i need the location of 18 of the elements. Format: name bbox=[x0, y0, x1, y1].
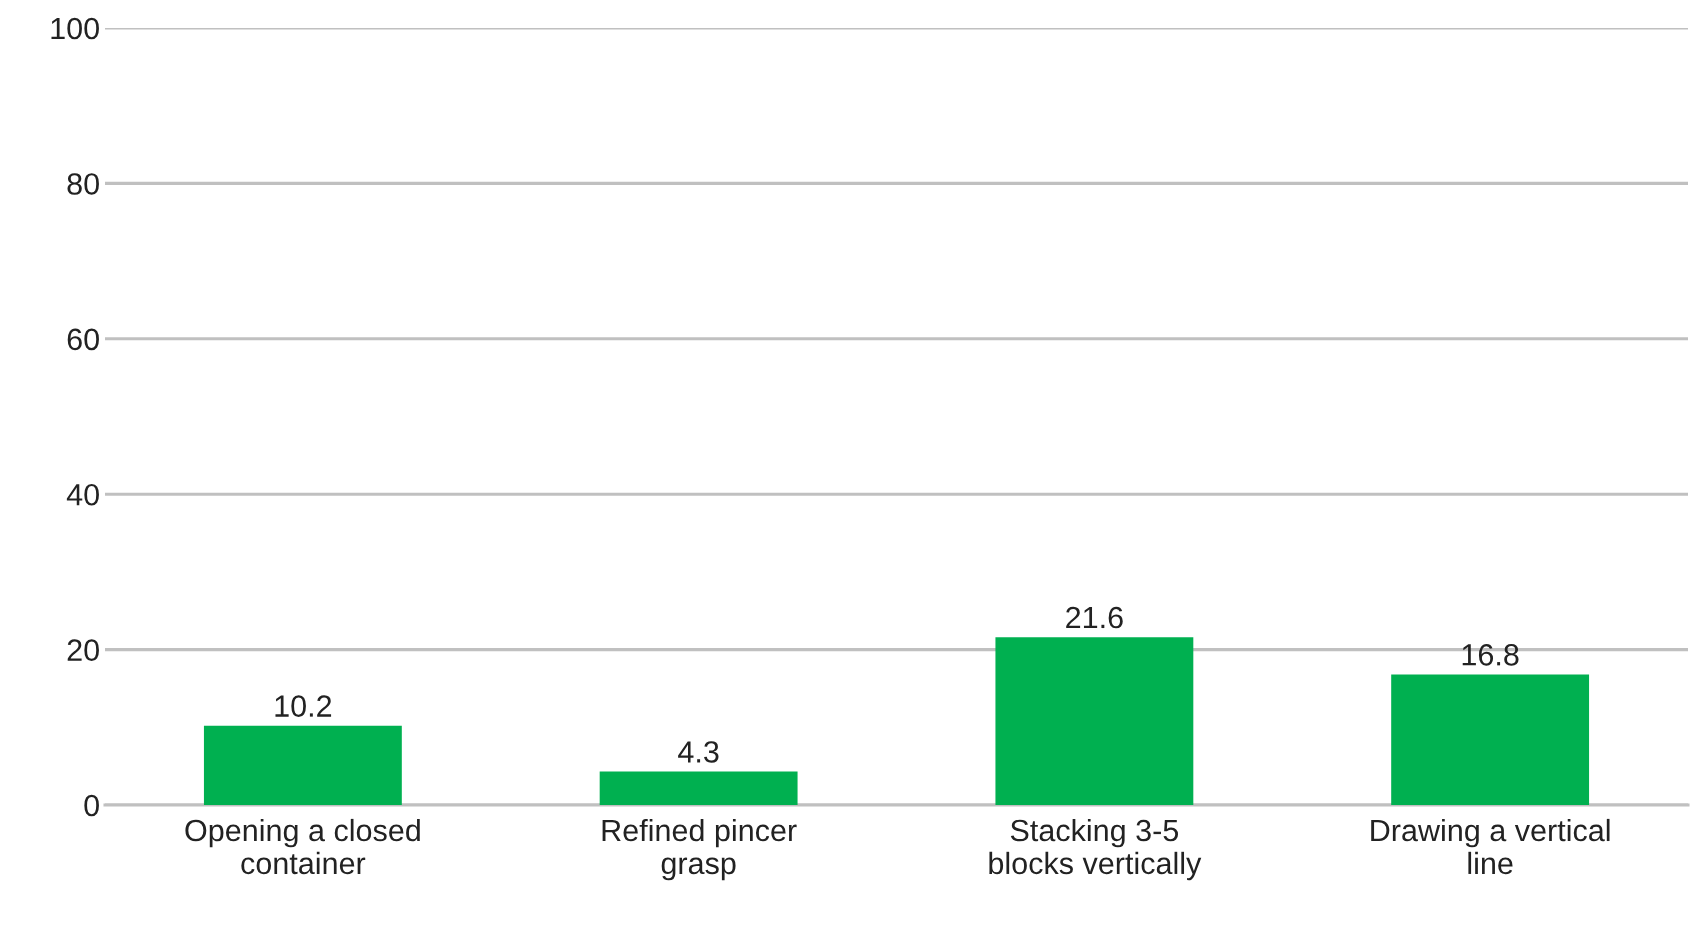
bar bbox=[599, 771, 798, 805]
bar bbox=[995, 637, 1194, 805]
x-tick-label: Refined pincer grasp bbox=[602, 818, 797, 881]
data-label: 21.6 bbox=[1066, 606, 1123, 629]
x-tick-label: Drawing a vertical line bbox=[1371, 818, 1610, 875]
bar bbox=[203, 725, 402, 805]
x-tick-label: Stacking 3-5 blocks vertically bbox=[989, 818, 1202, 881]
y-tick-label: 40 bbox=[66, 483, 99, 506]
data-label: 16.8 bbox=[1462, 644, 1519, 666]
data-label: 4.3 bbox=[678, 741, 719, 763]
y-tick-label: 60 bbox=[67, 328, 99, 351]
bar bbox=[1391, 674, 1590, 805]
y-tick-label: 0 bbox=[84, 794, 99, 817]
y-tick-label: 20 bbox=[67, 639, 99, 661]
y-tick-label: 80 bbox=[67, 173, 99, 195]
y-tick-label: 100 bbox=[51, 17, 99, 40]
x-tick-label: Opening a closed container bbox=[185, 818, 420, 875]
data-label: 10.2 bbox=[275, 695, 332, 717]
